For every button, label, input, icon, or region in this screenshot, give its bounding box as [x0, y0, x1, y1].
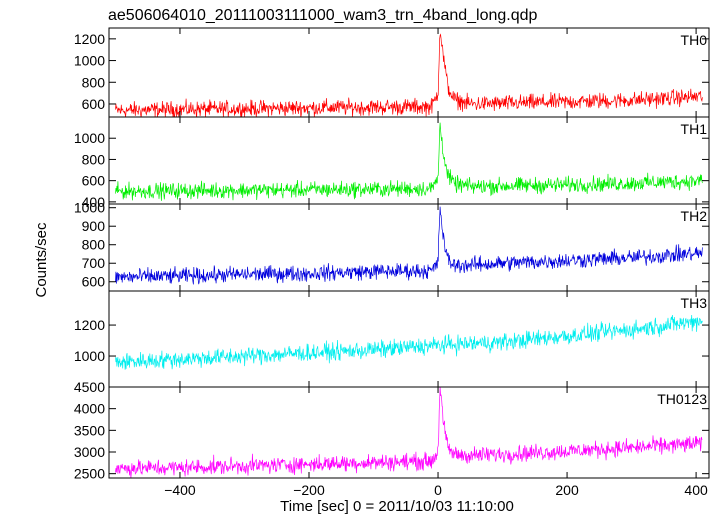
y-tick-label: 2500: [74, 466, 105, 482]
panels-layer: 600 800 1000 1200 TH0 400 600 800 1000 TH1 600 700 8…: [74, 27, 710, 498]
y-tick-label: 1000: [74, 200, 105, 216]
panel-label: TH2: [681, 208, 708, 224]
y-tick-label: 800: [82, 151, 106, 167]
panel-frame: [108, 290, 710, 388]
y-tick-label: 900: [82, 218, 106, 234]
y-tick-label: 1200: [74, 31, 105, 47]
panel-th1: 400 600 800 1000 TH1: [74, 116, 710, 210]
panel-th0: 600 800 1000 1200 TH0: [74, 27, 710, 118]
x-tick-label: 200: [555, 482, 579, 498]
y-tick-label: 400: [82, 194, 106, 210]
panel-th3: 1000 1200 TH3: [74, 290, 710, 388]
panel-label: TH1: [681, 121, 708, 137]
series-line-th2: [115, 206, 703, 285]
panel-label: TH0: [681, 32, 708, 48]
y-tick-label: 600: [82, 173, 106, 189]
panel-label: TH3: [681, 295, 708, 311]
y-tick-label: 1000: [74, 130, 105, 146]
x-tick-label: 0: [434, 482, 442, 498]
series-line-th0123: [115, 386, 703, 479]
y-tick-label: 700: [82, 255, 106, 271]
panel-frame: [108, 386, 710, 479]
series-line-th3: [115, 314, 703, 370]
panel-label: TH0123: [657, 391, 707, 407]
panel-th0123: 2500 3000 3500 4000 4500 TH0123: [74, 379, 710, 482]
x-axis-label: Time [sec] 0 = 2011/10/03 11:10:00: [280, 498, 514, 515]
y-tick-label: 600: [82, 96, 106, 112]
y-tick-label: 3000: [74, 444, 105, 460]
x-tick-label: −400: [164, 482, 196, 498]
y-tick-label: 1000: [74, 348, 105, 364]
x-tick-label: −200: [293, 482, 325, 498]
y-tick-label: 600: [82, 274, 106, 290]
y-axis-label: Counts/sec: [33, 222, 50, 298]
series-line-th0: [115, 33, 703, 118]
chart-title: ae506064010_20111003111000_wam3_trn_4ban…: [108, 7, 538, 24]
y-tick-label: 4000: [74, 401, 105, 417]
x-tick-label: 400: [684, 482, 708, 498]
y-tick-label: 800: [82, 237, 106, 253]
series-line-th1: [115, 122, 703, 201]
panel-frame: [108, 27, 710, 118]
y-tick-label: 4500: [74, 379, 105, 395]
y-tick-label: 3500: [74, 422, 105, 438]
y-tick-label: 1000: [74, 53, 105, 69]
panel-th2: 600 700 800 900 1000 TH2: [74, 200, 710, 292]
y-tick-label: 800: [82, 74, 106, 90]
y-tick-label: 1200: [74, 317, 105, 333]
